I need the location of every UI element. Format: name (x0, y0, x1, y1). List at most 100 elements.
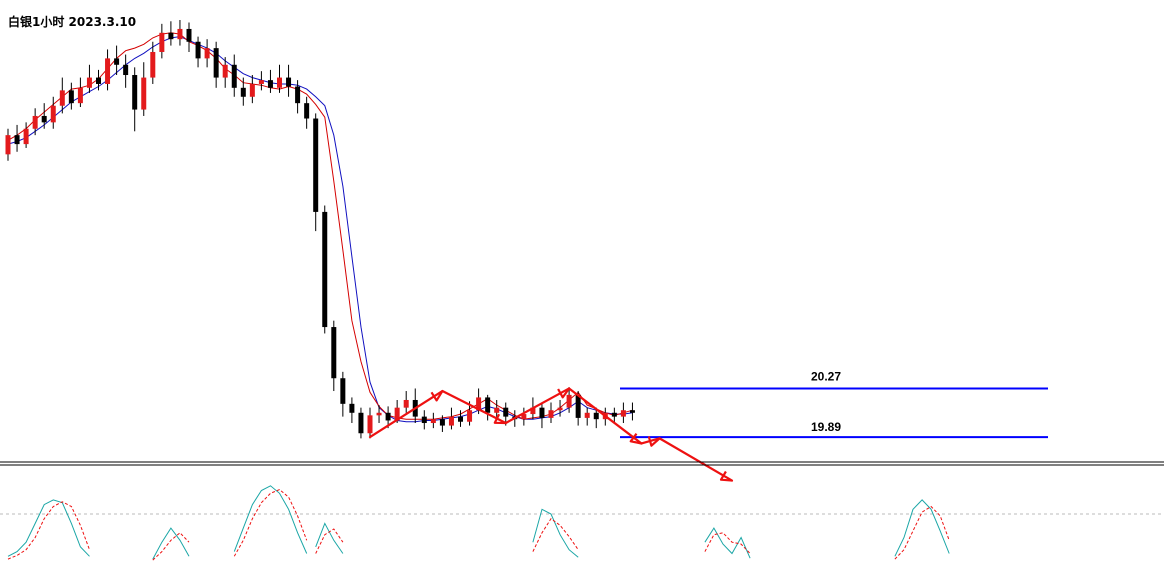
pattern-arrow-segment (441, 389, 507, 425)
candle-body (557, 407, 563, 411)
candle (68, 82, 74, 110)
level-label: 19.89 (811, 420, 841, 434)
candle (331, 320, 337, 392)
candle (304, 96, 310, 129)
oscillator-panel (0, 461, 1164, 561)
pattern-arrow-segment (504, 387, 571, 425)
candle-body (249, 83, 255, 97)
candle-body (430, 419, 436, 424)
candle (249, 75, 255, 104)
oscillator-d-line (704, 532, 751, 554)
candle-body (376, 412, 382, 416)
candle (575, 391, 581, 426)
oscillator-k-line (152, 527, 190, 560)
candle-body (213, 48, 219, 78)
candle-body (593, 412, 599, 420)
candle (286, 64, 292, 97)
candle-body (267, 80, 273, 88)
candle (50, 96, 56, 129)
candle-body (231, 64, 237, 88)
candle-body (530, 407, 536, 415)
candle-body (50, 105, 56, 123)
candle-body (59, 90, 65, 106)
candle-body (304, 103, 310, 119)
candle-body (448, 416, 454, 426)
oscillator-d-line (315, 528, 344, 554)
candle-body (584, 412, 590, 418)
candle-body (132, 75, 138, 110)
candle-body (258, 80, 264, 84)
pattern-arrows (368, 387, 734, 482)
candle-body (295, 86, 301, 104)
candle (32, 108, 38, 136)
candle (548, 402, 554, 424)
ma-slow-line (7, 36, 633, 423)
candle (277, 64, 282, 93)
candle-body (521, 414, 527, 420)
oscillator-d-line (532, 517, 579, 552)
oscillator-k-line (315, 522, 344, 554)
candle-body (394, 407, 400, 421)
candle (23, 122, 29, 148)
candle (593, 407, 599, 429)
candle-body (23, 128, 29, 145)
candle (485, 394, 491, 421)
candle-body (222, 64, 228, 78)
oscillator-d-line (152, 532, 190, 561)
candle-body (358, 412, 364, 434)
pattern-arrow-head (493, 413, 506, 425)
pattern-arrow-head (629, 433, 642, 445)
candle-body (548, 410, 554, 418)
candle-body (331, 327, 337, 379)
candle (159, 23, 165, 59)
candle (629, 402, 635, 421)
candle-body (96, 77, 101, 84)
candle (240, 77, 246, 106)
candle (222, 57, 228, 88)
candle (448, 407, 454, 430)
candle-body (458, 416, 463, 422)
candle-body (485, 397, 491, 413)
candle (14, 124, 20, 152)
ma-fast-line (7, 32, 633, 420)
candle-body (575, 394, 581, 418)
oscillator-d-line (7, 501, 90, 560)
candle-body (322, 211, 328, 328)
level-label: 20.27 (811, 369, 841, 383)
pattern-arrow-head (430, 390, 444, 402)
candle-body (467, 410, 473, 422)
candle (367, 407, 373, 439)
candle-body (403, 399, 409, 408)
candle-body (240, 87, 246, 97)
candle-body (186, 28, 192, 42)
candle (258, 71, 264, 91)
candle (611, 407, 617, 424)
candle-body (204, 48, 210, 59)
candle-body (41, 115, 47, 123)
candle (231, 54, 237, 97)
level-lines: 20.27 19.89 (620, 369, 1048, 439)
pattern-arrow-head (719, 470, 733, 482)
candle (213, 41, 219, 88)
oscillator-k-line (233, 485, 308, 554)
candle-body (566, 394, 572, 408)
candle (96, 69, 101, 91)
candle-body (141, 77, 147, 110)
pattern-arrow-head (647, 436, 661, 447)
candle (105, 49, 111, 91)
candle-body (539, 407, 545, 418)
candle (349, 397, 355, 424)
candle-body (150, 51, 156, 78)
candle-body (421, 416, 427, 424)
candle-body (177, 28, 183, 40)
candle-body (340, 378, 346, 404)
candle-body (123, 64, 129, 76)
candle-body (5, 135, 11, 155)
candle (403, 391, 409, 413)
candle-body (68, 90, 74, 104)
candle-body (611, 412, 617, 417)
candle-body (159, 32, 165, 52)
candle-body (286, 77, 292, 87)
oscillator-d-line (233, 489, 308, 557)
